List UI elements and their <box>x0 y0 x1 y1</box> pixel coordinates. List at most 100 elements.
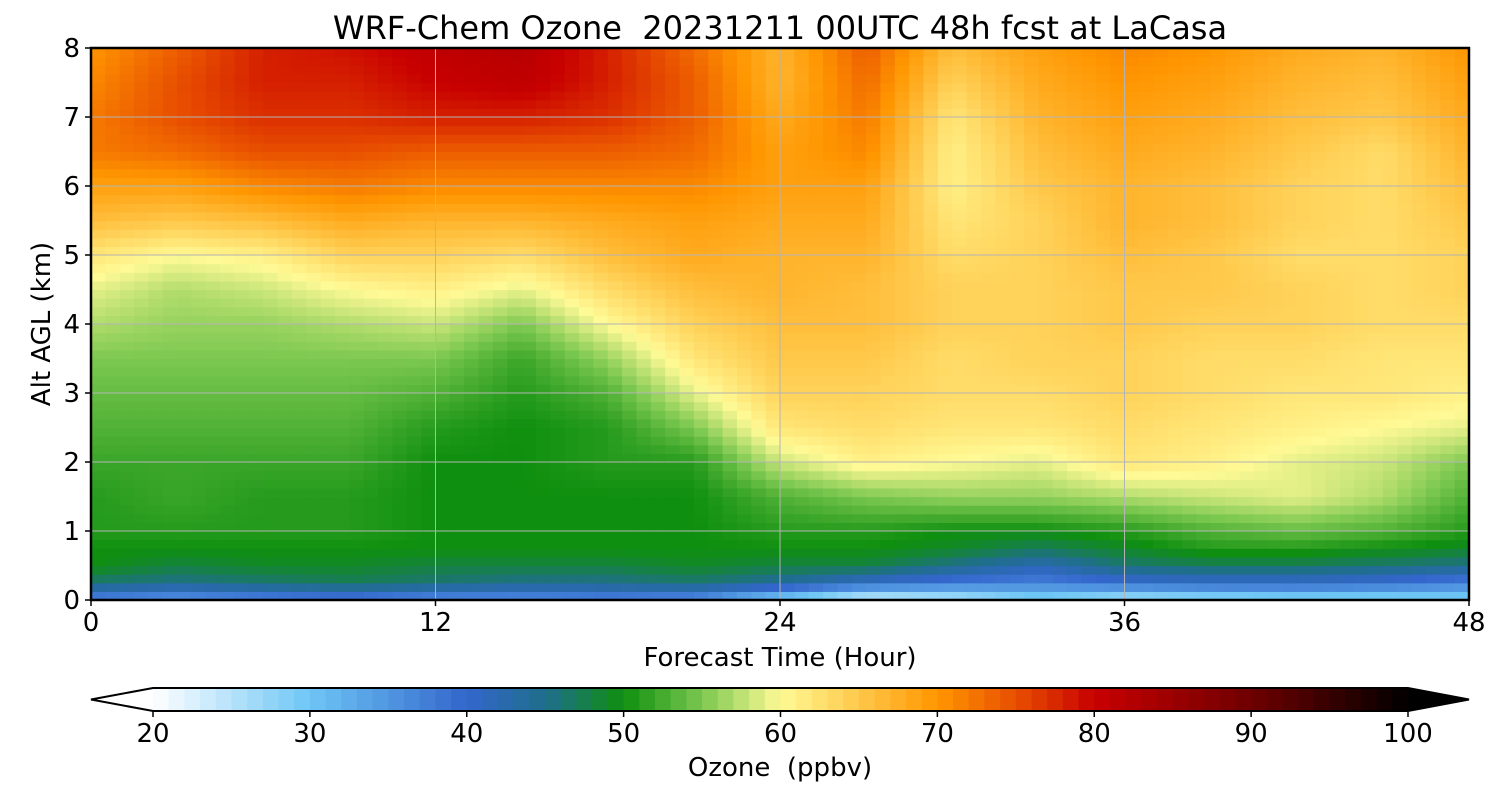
heatmap-cell <box>1138 280 1154 291</box>
heatmap-cell <box>1124 315 1140 325</box>
heatmap-cell <box>1196 513 1212 523</box>
heatmap-cell <box>1153 462 1169 472</box>
heatmap-cell <box>650 203 666 213</box>
heatmap-cell <box>220 220 236 230</box>
heatmap-cell <box>607 203 623 213</box>
heatmap-cell <box>564 246 580 256</box>
heatmap-cell <box>1009 315 1025 325</box>
heatmap-cell <box>263 272 279 282</box>
heatmap-cell <box>1110 324 1126 334</box>
heatmap-cell <box>205 582 221 592</box>
heatmap-cell <box>1124 280 1140 291</box>
heatmap-cell <box>1038 186 1054 196</box>
heatmap-cell <box>851 246 867 256</box>
heatmap-cell <box>823 513 839 523</box>
heatmap-cell <box>722 194 738 204</box>
heatmap-cell <box>1210 487 1226 498</box>
heatmap-cell <box>1311 367 1327 377</box>
heatmap-cell <box>1282 246 1298 256</box>
heatmap-cell <box>406 306 422 316</box>
heatmap-cell <box>134 513 150 523</box>
heatmap-cell <box>579 194 594 204</box>
heatmap-cell <box>780 384 795 394</box>
heatmap-cell <box>248 513 264 523</box>
heatmap-cell <box>1138 418 1154 429</box>
heatmap-cell <box>464 496 480 506</box>
heatmap-cell <box>823 522 839 532</box>
heatmap-cell <box>1282 211 1298 222</box>
heatmap-cell <box>794 160 810 170</box>
heatmap-cell <box>1382 315 1398 325</box>
heatmap-cell <box>177 203 193 213</box>
heatmap-cell <box>521 332 537 342</box>
heatmap-cell <box>837 384 853 394</box>
heatmap-cell <box>1081 496 1097 506</box>
heatmap-cell <box>119 410 135 420</box>
heatmap-cell <box>464 375 480 385</box>
heatmap-cell <box>1067 358 1083 368</box>
heatmap-cell <box>794 255 810 265</box>
heatmap-cell <box>492 591 508 600</box>
heatmap-cell <box>1052 436 1068 446</box>
heatmap-cell <box>449 427 465 437</box>
heatmap-cell <box>449 548 465 558</box>
heatmap-cell <box>105 505 121 515</box>
heatmap-cell <box>306 574 322 584</box>
heatmap-cell <box>923 298 939 308</box>
heatmap-cell <box>234 401 250 411</box>
heatmap-cell <box>1124 220 1140 230</box>
heatmap-cell <box>794 306 810 316</box>
heatmap-cell <box>866 263 882 273</box>
heatmap-cell <box>1282 255 1298 265</box>
heatmap-cell <box>1282 427 1298 437</box>
heatmap-cell <box>550 548 566 558</box>
heatmap-cell <box>1454 582 1469 592</box>
heatmap-cell <box>693 401 709 411</box>
heatmap-cell <box>1411 315 1427 325</box>
heatmap-cell <box>722 401 738 411</box>
heatmap-cell <box>1239 470 1255 480</box>
heatmap-cell <box>808 168 824 178</box>
heatmap-cell <box>607 358 623 368</box>
heatmap-cell <box>234 220 250 230</box>
heatmap-cell <box>808 548 824 558</box>
heatmap-cell <box>564 255 580 265</box>
heatmap-cell <box>837 513 853 523</box>
heatmap-cell <box>320 220 336 230</box>
heatmap-cell <box>765 298 781 308</box>
heatmap-cell <box>1282 444 1298 454</box>
heatmap-cell <box>1052 393 1068 403</box>
heatmap-cell <box>363 539 379 549</box>
heatmap-cell <box>564 556 580 567</box>
heatmap-cell <box>665 470 681 480</box>
heatmap-cell <box>1296 444 1312 454</box>
heatmap-cell <box>406 393 422 403</box>
heatmap-cell <box>1296 582 1312 592</box>
heatmap-cell <box>263 444 279 454</box>
heatmap-cell <box>693 539 709 549</box>
heatmap-cell <box>535 211 551 222</box>
heatmap-cell <box>1296 341 1312 351</box>
heatmap-cell <box>277 556 293 567</box>
heatmap-cell <box>808 384 824 394</box>
heatmap-cell <box>880 237 896 247</box>
heatmap-cell <box>693 203 709 213</box>
heatmap-cell <box>937 168 953 178</box>
heatmap-cell <box>478 531 494 541</box>
heatmap-cell <box>866 211 882 222</box>
heatmap-cell <box>335 341 350 351</box>
heatmap-cell <box>1282 324 1298 334</box>
heatmap-cell <box>1325 375 1341 385</box>
heatmap-cell <box>306 186 322 196</box>
heatmap-cell <box>794 556 810 567</box>
heatmap-cell <box>478 306 494 316</box>
heatmap-cell <box>1339 410 1355 420</box>
heatmap-cell <box>665 401 681 411</box>
heatmap-cell <box>1038 505 1054 515</box>
heatmap-cell <box>335 349 350 360</box>
heatmap-cell <box>952 255 968 265</box>
heatmap-cell <box>1052 444 1068 454</box>
heatmap-cell <box>1138 211 1154 222</box>
heatmap-cell <box>335 237 350 247</box>
heatmap-cell <box>708 556 724 567</box>
